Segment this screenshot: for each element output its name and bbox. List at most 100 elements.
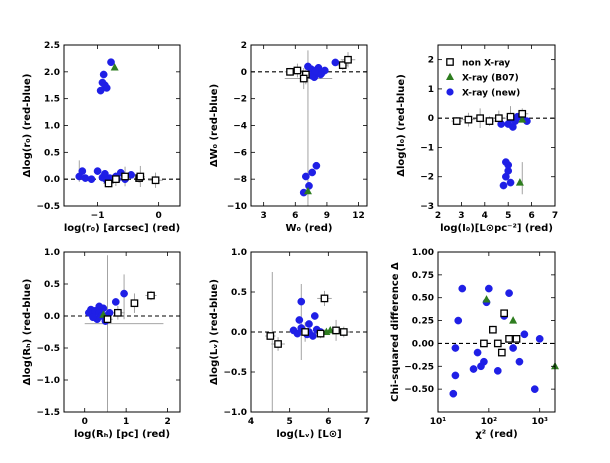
x-tick-label: 5 bbox=[505, 211, 511, 221]
y-tick-label: −4 bbox=[233, 122, 247, 132]
point-xray-new bbox=[515, 357, 524, 366]
point-non-xray bbox=[489, 325, 497, 334]
x-tick-label: 9 bbox=[324, 211, 330, 221]
y-tick-label: 1 bbox=[428, 85, 434, 95]
point-xray-new bbox=[504, 120, 513, 128]
point-xray-b07 bbox=[518, 115, 527, 123]
y-tick-label: 0.5 bbox=[231, 288, 247, 298]
y-tick-label: 2 bbox=[428, 56, 434, 66]
y-tick-label: −2 bbox=[420, 173, 434, 183]
y-tick-label: 0.0 bbox=[44, 312, 60, 322]
point-xray-new bbox=[305, 182, 313, 190]
x-tick-label: 4 bbox=[482, 211, 488, 221]
point-xray-new bbox=[295, 316, 304, 324]
point-non-xray bbox=[301, 328, 309, 336]
y-tick-label: 2 bbox=[241, 41, 247, 51]
point-xray-new bbox=[78, 167, 87, 175]
point-non-xray bbox=[104, 179, 113, 188]
point-xray-b07 bbox=[515, 178, 524, 186]
point-non-xray bbox=[485, 117, 494, 125]
point-non-xray bbox=[293, 66, 302, 75]
panel-i0: 2 3 4 5 6 7 −3 −2 −1 0 1 2 log(I₀)[L⊙pc⁻²] (red) Δlog… bbox=[396, 44, 558, 234]
point-xray-new bbox=[505, 289, 513, 297]
y-tick-label: 0.0 bbox=[44, 175, 60, 185]
point-non-xray bbox=[512, 335, 521, 343]
point-non-xray bbox=[332, 326, 340, 335]
y-tick-label: −1.0 bbox=[37, 376, 60, 386]
point-xray-new bbox=[469, 365, 478, 373]
point-xray-new bbox=[93, 167, 102, 175]
x-tick-label: 7 bbox=[364, 417, 370, 427]
point-xray-new bbox=[454, 316, 463, 325]
y-tick-label: 0.5 bbox=[44, 148, 60, 158]
x-tick-label: 0 bbox=[155, 211, 161, 221]
point-xray-new bbox=[120, 289, 128, 298]
point-xray-new bbox=[484, 284, 493, 293]
y-tick-label: 0.0 bbox=[231, 328, 247, 338]
plot-frame bbox=[63, 251, 181, 413]
point-non-xray bbox=[299, 74, 308, 83]
x-axis-label: log(Lᵥ) [L⊙] bbox=[276, 429, 341, 440]
point-xray-new bbox=[331, 58, 340, 67]
point-non-xray bbox=[494, 114, 503, 123]
x-tick-label: 12 bbox=[352, 211, 365, 221]
point-non-xray bbox=[518, 109, 527, 118]
point-xray-new bbox=[502, 158, 510, 166]
point-xray-new bbox=[107, 58, 115, 67]
point-non-xray bbox=[344, 55, 352, 64]
legend-marker-xray-new bbox=[446, 88, 454, 96]
y-tick-label: −0.5 bbox=[37, 202, 60, 212]
y-tick-label: 1.00 bbox=[412, 248, 434, 258]
point-non-xray bbox=[286, 67, 294, 76]
y-axis-label: Δlog(I₀) (red-blue) bbox=[396, 74, 407, 177]
y-tick-label: 0.00 bbox=[412, 339, 434, 349]
plot-frame bbox=[437, 44, 556, 207]
point-xray-new bbox=[297, 297, 306, 306]
y-tick-label: −10 bbox=[227, 202, 247, 212]
point-xray-new bbox=[99, 70, 108, 79]
legend: non X-ray X-ray (B07) X-ray (new) bbox=[446, 58, 520, 99]
y-tick-label: −1 bbox=[420, 143, 434, 153]
y-tick-label: 1.0 bbox=[231, 248, 247, 258]
y-axis-label: Δlog(Lᵥ) (red-blue) bbox=[209, 279, 220, 385]
legend-marker-xray-b07 bbox=[446, 72, 454, 80]
point-xray-new bbox=[293, 329, 302, 338]
point-non-xray bbox=[339, 328, 348, 336]
x-tick-label: 5 bbox=[287, 417, 293, 427]
point-non-xray bbox=[112, 175, 120, 184]
point-non-xray bbox=[506, 112, 515, 121]
legend-label: X-ray (new) bbox=[462, 89, 520, 99]
x-tick-label: 4 bbox=[248, 417, 254, 427]
x-tick-label: 3 bbox=[261, 211, 267, 221]
point-xray-new bbox=[304, 62, 312, 71]
y-tick-label: 0.5 bbox=[44, 280, 60, 290]
point-xray-b07 bbox=[482, 295, 491, 303]
x-axis-label: log(I₀)[L⊙pc⁻²] (red) bbox=[440, 223, 553, 234]
x-axis-label: log(r₀) [arcsec] (red) bbox=[64, 223, 180, 234]
y-tick-label: 1.0 bbox=[44, 122, 60, 132]
point-xray-new bbox=[111, 298, 120, 306]
plot-frame bbox=[63, 44, 181, 207]
y-tick-label: −8 bbox=[233, 175, 247, 185]
y-tick-label: 0.50 bbox=[412, 294, 434, 304]
y-tick-label: 0.75 bbox=[412, 271, 434, 281]
x-tick-label: 0 bbox=[82, 417, 88, 427]
x-axis-label: W₀ (red) bbox=[286, 223, 333, 234]
point-xray-new bbox=[87, 175, 96, 184]
point-xray-new bbox=[477, 362, 485, 371]
point-non-xray bbox=[338, 61, 347, 69]
point-non-xray bbox=[505, 335, 513, 343]
y-tick-label: 2.0 bbox=[44, 68, 60, 78]
point-non-xray bbox=[274, 340, 282, 348]
point-xray-new bbox=[473, 348, 482, 357]
point-xray-new bbox=[449, 389, 458, 398]
panel-lv: 4 5 6 7 −1.0 −0.5 0.0 0.5 1.0 log(Lᵥ) [L⊙] Δlog(Lᵥ… bbox=[209, 248, 370, 440]
y-axis-label: ΔW₀ (red-blue) bbox=[209, 84, 220, 167]
legend-label: non X-ray bbox=[462, 59, 510, 69]
point-non-xray bbox=[121, 172, 129, 181]
point-non-xray bbox=[147, 291, 155, 300]
point-xray-new bbox=[509, 344, 517, 352]
point-xray-new bbox=[493, 367, 502, 375]
point-xray-new bbox=[311, 67, 320, 76]
